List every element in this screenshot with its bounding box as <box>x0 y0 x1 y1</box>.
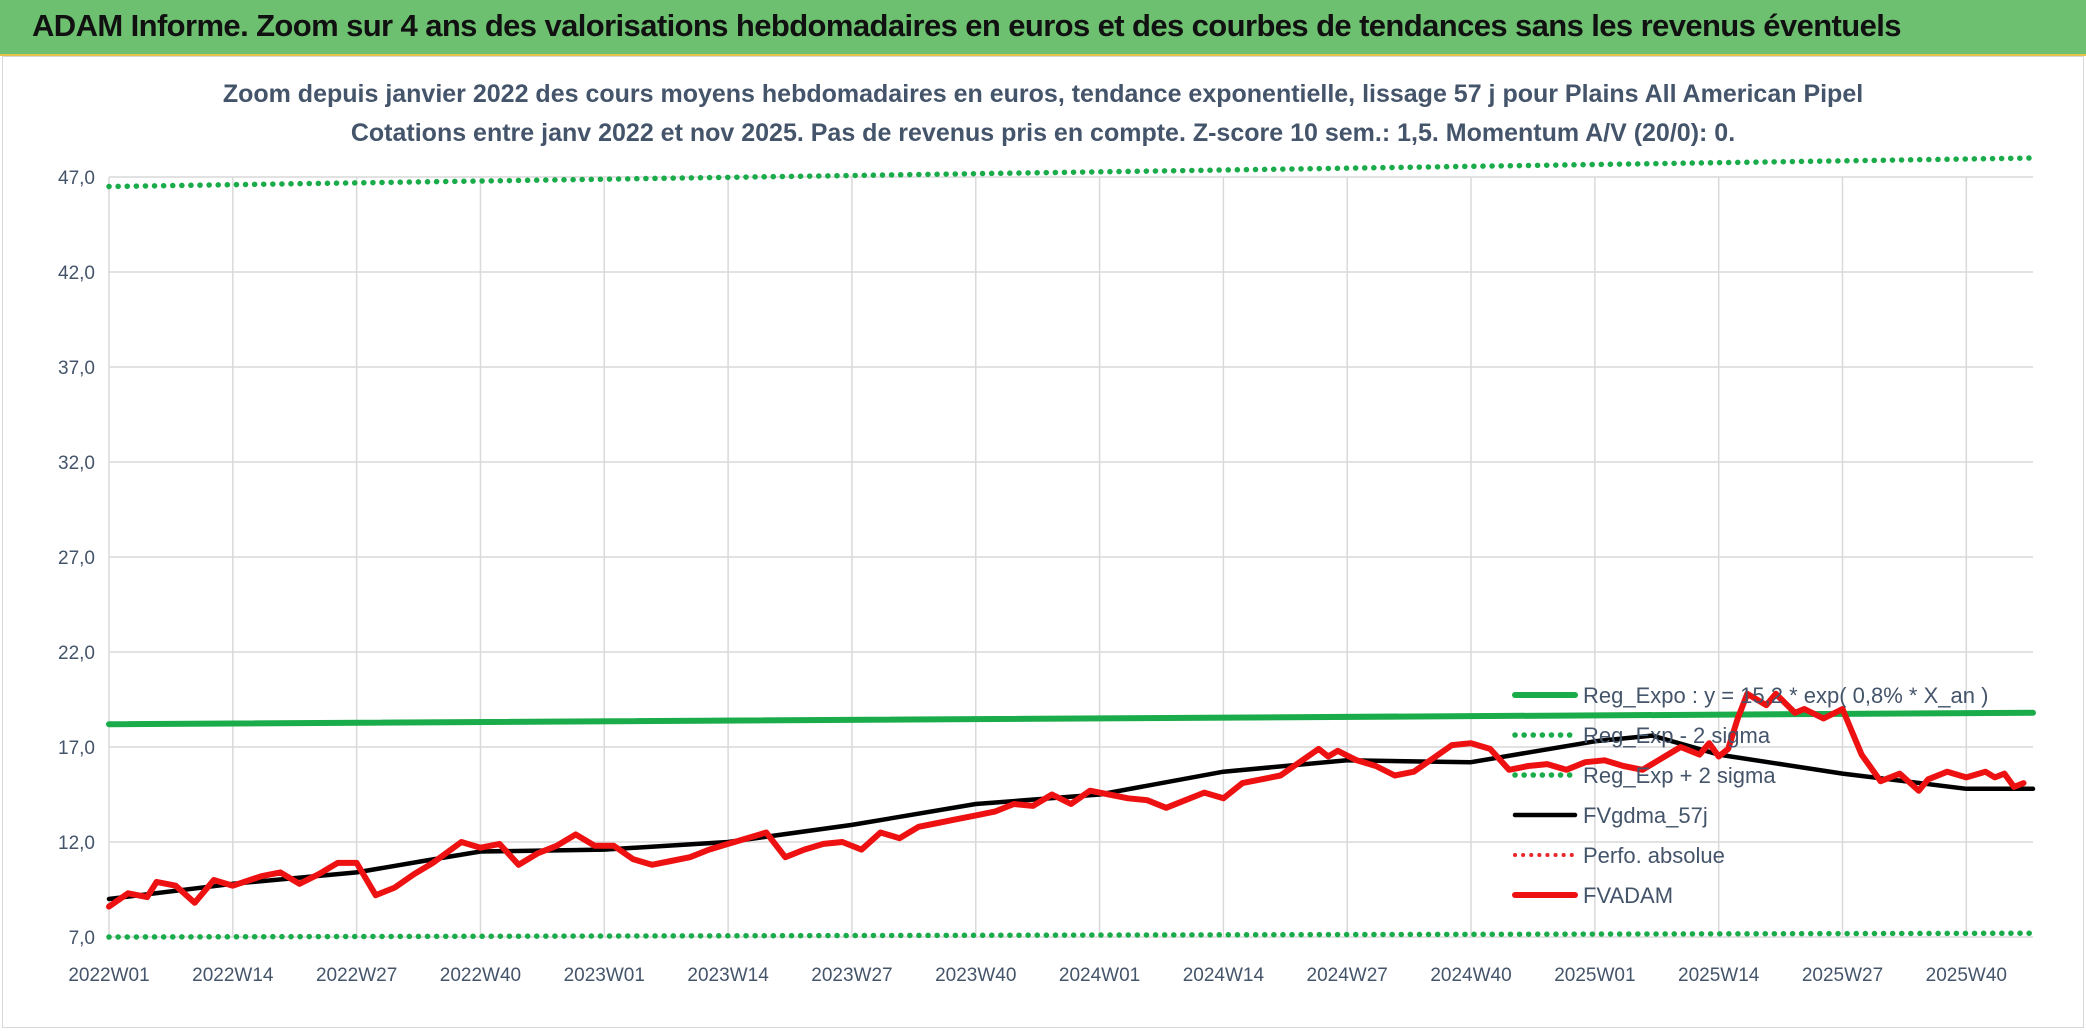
chart-subtitle: Cotations entre janv 2022 et nov 2025. P… <box>351 119 1735 147</box>
legend: Reg_Expo : y = 15,2 * exp( 0,8% * X_an )… <box>1512 683 1988 908</box>
axis-labels: 7,0 12,0 17,0 22,0 27,0 32,0 37,0 42,0 47,0 2022W… <box>58 168 2007 986</box>
legend-label: FVADAM <box>1583 883 1673 908</box>
x-tick-label: 2022W01 <box>68 965 149 986</box>
x-tick-label: 2024W01 <box>1059 965 1140 986</box>
series-line <box>106 733 2036 902</box>
x-tick-label: 2025W01 <box>1554 965 1635 986</box>
x-tick-label: 2023W01 <box>564 965 645 986</box>
legend-label: Reg_Exp - 2 sigma <box>1583 723 1771 748</box>
series-lines <box>106 155 2036 940</box>
legend-label: Reg_Exp + 2 sigma <box>1583 763 1776 788</box>
legend-label: Reg_Expo : y = 15,2 * exp( 0,8% * X_an ) <box>1583 683 1988 708</box>
x-tick-label: 2024W40 <box>1430 965 1511 986</box>
legend-label: Perfo. absolue <box>1583 843 1725 868</box>
series-line <box>106 709 2036 728</box>
legend-label: FVgdma_57j <box>1583 803 1708 828</box>
y-tick-label: 42,0 <box>58 263 95 284</box>
gridlines <box>108 176 2033 938</box>
y-tick-label: 17,0 <box>58 738 95 759</box>
x-tick-label: 2023W40 <box>935 965 1016 986</box>
x-tick-label: 2022W40 <box>440 965 521 986</box>
y-tick-label: 7,0 <box>69 928 95 949</box>
y-tick-label: 27,0 <box>58 548 95 569</box>
x-tick-label: 2022W14 <box>192 965 274 986</box>
chart-frame: Zoom depuis janvier 2022 des cours moyen… <box>2 56 2084 1028</box>
series-line <box>106 690 2027 910</box>
y-tick-label: 22,0 <box>58 643 95 664</box>
x-tick-label: 2025W40 <box>1926 965 2007 986</box>
series-line <box>106 930 2036 940</box>
line-chart: Zoom depuis janvier 2022 des cours moyen… <box>58 80 2036 986</box>
x-tick-label: 2025W27 <box>1802 965 1883 986</box>
report-banner: ADAM Informe. Zoom sur 4 ans des valoris… <box>0 0 2086 56</box>
y-tick-label: 47,0 <box>58 168 95 189</box>
x-tick-label: 2024W14 <box>1183 965 1265 986</box>
x-tick-label: 2023W14 <box>687 965 769 986</box>
series-line <box>106 155 2036 190</box>
x-tick-label: 2025W14 <box>1678 965 1760 986</box>
report-title: ADAM Informe. Zoom sur 4 ans des valoris… <box>32 8 1902 43</box>
y-tick-label: 12,0 <box>58 833 95 854</box>
chart-title: Zoom depuis janvier 2022 des cours moyen… <box>223 80 1863 108</box>
x-tick-label: 2023W27 <box>811 965 892 986</box>
y-tick-label: 32,0 <box>58 453 95 474</box>
x-tick-label: 2022W27 <box>316 965 397 986</box>
x-tick-label: 2024W27 <box>1307 965 1388 986</box>
y-tick-label: 37,0 <box>58 358 95 379</box>
